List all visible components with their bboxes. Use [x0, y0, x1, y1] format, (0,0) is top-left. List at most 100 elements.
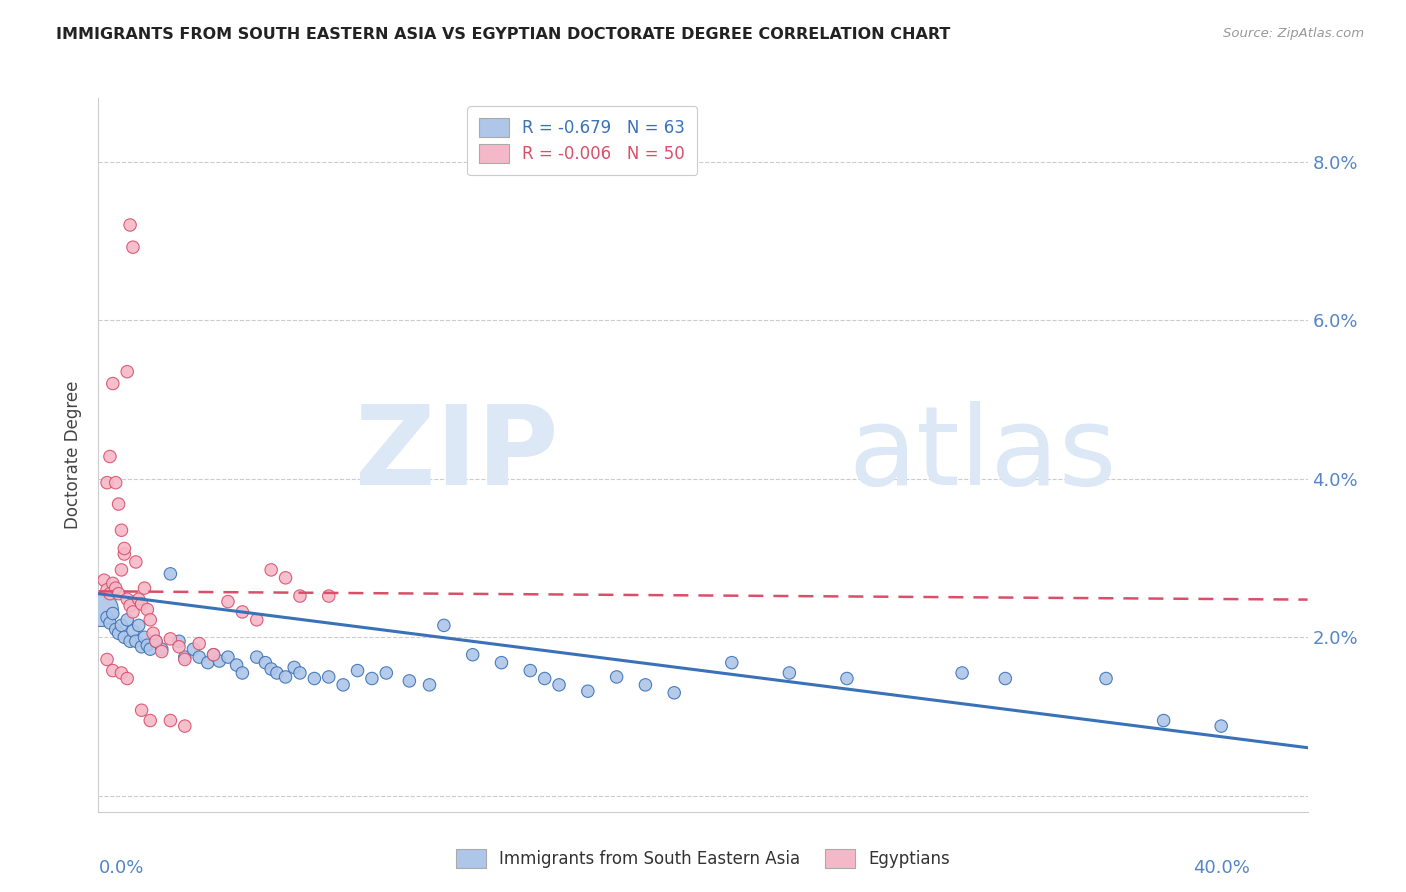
Point: [101, 607, 124, 621]
Point: [332, 678, 354, 692]
Point: [110, 563, 132, 577]
Point: [96, 475, 118, 490]
Point: [104, 581, 127, 595]
Point: [274, 571, 297, 585]
Point: [134, 630, 156, 644]
Point: [231, 665, 253, 680]
Point: [398, 673, 420, 688]
Point: [950, 665, 973, 680]
Point: [131, 640, 153, 654]
Point: [260, 563, 283, 577]
Point: [778, 665, 800, 680]
Point: [131, 597, 153, 611]
Point: [142, 626, 165, 640]
Point: [491, 656, 513, 670]
Point: [96, 610, 118, 624]
Point: [122, 624, 145, 638]
Point: [266, 665, 288, 680]
Point: [134, 581, 156, 595]
Text: 0.0%: 0.0%: [98, 859, 143, 878]
Point: [167, 640, 190, 654]
Text: IMMIGRANTS FROM SOUTH EASTERN ASIA VS EGYPTIAN DOCTORATE DEGREE CORRELATION CHAR: IMMIGRANTS FROM SOUTH EASTERN ASIA VS EG…: [56, 27, 950, 42]
Point: [110, 618, 132, 632]
Point: [101, 576, 124, 591]
Point: [231, 605, 253, 619]
Point: [128, 592, 150, 607]
Point: [107, 497, 129, 511]
Point: [835, 672, 858, 686]
Point: [125, 555, 148, 569]
Point: [115, 592, 138, 607]
Point: [1095, 672, 1118, 686]
Legend: Immigrants from South Eastern Asia, Egyptians: Immigrants from South Eastern Asia, Egyp…: [449, 842, 957, 875]
Point: [720, 656, 742, 670]
Point: [122, 240, 145, 254]
Point: [150, 644, 173, 658]
Point: [361, 672, 384, 686]
Point: [112, 630, 135, 644]
Point: [150, 642, 173, 657]
Point: [120, 634, 142, 648]
Point: [318, 589, 340, 603]
Point: [93, 573, 115, 587]
Point: [115, 365, 138, 379]
Point: [288, 589, 311, 603]
Text: Source: ZipAtlas.com: Source: ZipAtlas.com: [1223, 27, 1364, 40]
Point: [98, 615, 121, 630]
Point: [145, 634, 167, 648]
Point: [217, 650, 239, 665]
Point: [96, 582, 118, 597]
Point: [167, 634, 190, 648]
Point: [120, 218, 142, 232]
Point: [90, 602, 112, 616]
Point: [139, 714, 162, 728]
Point: [188, 637, 211, 651]
Point: [112, 547, 135, 561]
Point: [217, 594, 239, 608]
Point: [433, 618, 456, 632]
Point: [101, 376, 124, 391]
Point: [533, 672, 555, 686]
Point: [288, 665, 311, 680]
Point: [136, 602, 159, 616]
Point: [202, 648, 225, 662]
Point: [98, 450, 121, 464]
Point: [246, 613, 269, 627]
Point: [145, 634, 167, 648]
Point: [136, 638, 159, 652]
Point: [107, 626, 129, 640]
Point: [96, 652, 118, 666]
Point: [664, 686, 686, 700]
Point: [173, 719, 195, 733]
Point: [634, 678, 657, 692]
Point: [159, 566, 181, 581]
Point: [159, 632, 181, 646]
Point: [283, 660, 305, 674]
Point: [183, 642, 205, 657]
Point: [375, 665, 398, 680]
Point: [519, 664, 541, 678]
Point: [208, 654, 231, 668]
Point: [139, 642, 162, 657]
Point: [112, 541, 135, 556]
Point: [318, 670, 340, 684]
Point: [104, 623, 127, 637]
Point: [98, 587, 121, 601]
Point: [254, 656, 277, 670]
Point: [110, 665, 132, 680]
Text: atlas: atlas: [848, 401, 1116, 508]
Point: [994, 672, 1017, 686]
Text: ZIP: ZIP: [354, 401, 558, 508]
Point: [139, 613, 162, 627]
Point: [606, 670, 628, 684]
Point: [202, 648, 225, 662]
Point: [120, 599, 142, 613]
Point: [131, 703, 153, 717]
Y-axis label: Doctorate Degree: Doctorate Degree: [65, 381, 83, 529]
Point: [110, 523, 132, 537]
Point: [173, 650, 195, 665]
Point: [1153, 714, 1175, 728]
Text: 40.0%: 40.0%: [1194, 859, 1250, 878]
Point: [188, 650, 211, 665]
Point: [548, 678, 571, 692]
